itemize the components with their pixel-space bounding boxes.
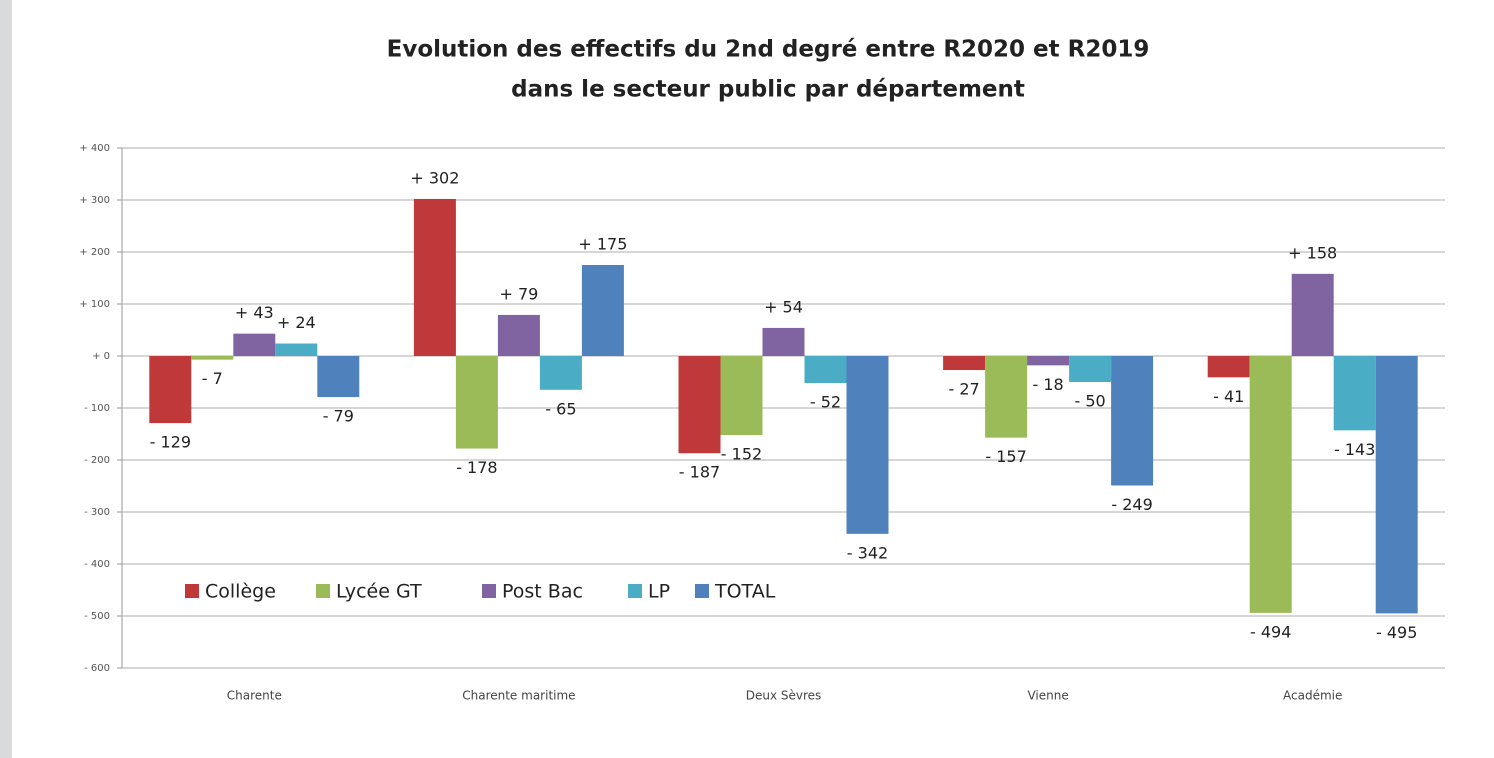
bar [1249,356,1292,613]
data-label: + 43 [235,303,274,322]
data-label: - 157 [985,447,1026,466]
data-label: - 41 [1213,387,1244,406]
bar [497,314,540,356]
bar [762,327,805,356]
bar [233,333,276,356]
data-label: - 143 [1334,440,1375,459]
legend-swatch [628,584,642,598]
bar [846,356,889,534]
legend-label: Collège [205,581,276,603]
legend-swatch [185,584,199,598]
bar [455,356,498,449]
y-tick-label: - 600 [84,663,110,674]
legend-label: LP [648,581,670,603]
x-tick-label: Deux Sèvres [746,689,822,703]
data-label: - 249 [1111,495,1152,514]
legend-swatch [695,584,709,598]
legend-label: TOTAL [714,581,776,603]
data-label: - 7 [202,369,223,388]
data-label: - 18 [1032,375,1063,394]
data-label: - 129 [150,433,191,452]
data-label: - 495 [1376,623,1417,642]
x-tick-label: Académie [1283,689,1342,703]
data-label: - 342 [847,543,888,562]
bar [191,356,234,360]
data-label: - 178 [456,458,497,477]
x-tick-label: Vienne [1027,689,1068,703]
bar [539,356,582,390]
bar [678,356,721,454]
data-label: - 187 [679,463,720,482]
bar [1027,356,1070,366]
data-label: - 50 [1074,392,1105,411]
data-label: + 79 [499,284,538,303]
data-label: + 302 [410,168,459,187]
y-tick-label: + 400 [79,143,110,154]
y-tick-label: + 100 [79,299,110,310]
data-label: - 52 [810,393,841,412]
y-tick-label: + 200 [79,247,110,258]
bar [149,356,192,424]
bar [1207,356,1250,378]
bar [413,198,456,356]
data-label: - 79 [323,407,354,426]
bar [1375,356,1418,614]
legend-label: Post Bac [502,581,583,603]
bar [985,356,1028,438]
bar [581,265,624,356]
y-tick-label: - 400 [84,559,110,570]
data-label: + 175 [578,235,627,254]
bar [804,356,847,384]
bar [1291,273,1334,356]
bar [943,356,986,371]
data-label: + 158 [1288,243,1337,262]
bar [317,356,360,398]
data-label: - 65 [545,399,576,418]
y-tick-label: - 200 [84,455,110,466]
data-label: + 24 [277,313,316,332]
bar [1111,356,1154,486]
bar [1069,356,1112,382]
bar [720,356,763,436]
frame-edge [0,0,12,758]
y-tick-label: - 100 [84,403,110,414]
data-label: - 152 [721,445,762,464]
x-tick-label: Charente maritime [462,689,575,703]
chart-title: Evolution des effectifs du 2nd degré ent… [387,37,1150,63]
bar [1333,356,1376,431]
data-label: + 54 [764,297,803,316]
y-tick-label: - 300 [84,507,110,518]
data-label: - 27 [948,380,979,399]
bar [275,343,318,356]
data-label: - 494 [1250,622,1291,641]
legend-swatch [316,584,330,598]
chart-title: dans le secteur public par département [511,77,1025,103]
legend-label: Lycée GT [336,581,422,603]
y-tick-label: + 0 [92,351,110,362]
y-tick-label: + 300 [79,195,110,206]
legend-swatch [482,584,496,598]
y-tick-label: - 500 [84,611,110,622]
x-tick-label: Charente [227,689,282,703]
